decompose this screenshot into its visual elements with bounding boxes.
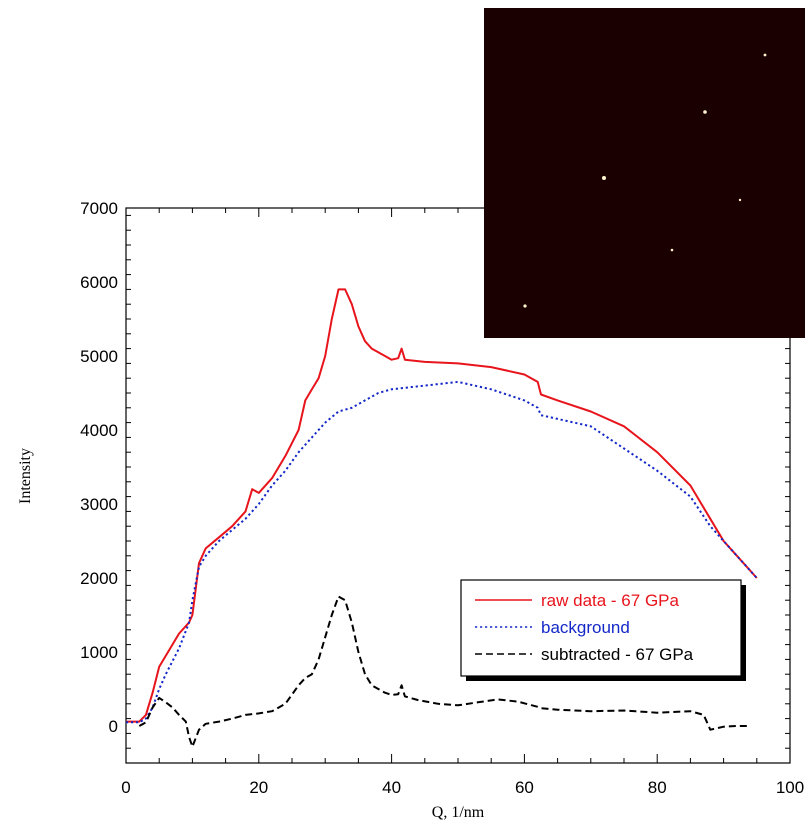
y-tick-label: 5000 <box>80 347 118 366</box>
series-line-1 <box>126 380 758 724</box>
y-tick-label: 3000 <box>80 495 118 514</box>
x-tick-labels: 0 20 40 60 80 100 <box>121 778 804 797</box>
y-tick-labels: 0 1000 2000 3000 4000 5000 6000 7000 <box>80 199 118 736</box>
y-tick-label: 1000 <box>80 643 118 662</box>
series-line-0 <box>126 288 758 723</box>
y-tick-label: 7000 <box>80 199 118 218</box>
y-tick-label: 4000 <box>80 421 118 440</box>
diffraction-image <box>484 8 805 338</box>
y-tick-label: 6000 <box>80 273 118 292</box>
x-tick-label: 40 <box>382 778 401 797</box>
y-tick-label: 0 <box>109 717 118 736</box>
legend-box <box>460 579 742 677</box>
x-tick-label: 100 <box>776 778 804 797</box>
x-axis-title: Q, 1/nm <box>432 804 485 821</box>
x-tick-label: 20 <box>249 778 268 797</box>
y-axis-title: Intensity <box>17 448 34 504</box>
legend: raw data - 67 GPa background subtracted - … <box>460 579 746 681</box>
x-tick-label: 80 <box>648 778 667 797</box>
legend-label-2: subtracted - 67 GPa <box>541 645 694 664</box>
legend-label-1: background <box>541 618 630 637</box>
x-tick-label: 0 <box>121 778 130 797</box>
series-line-2 <box>138 595 751 748</box>
x-tick-label: 60 <box>515 778 534 797</box>
legend-label-0: raw data - 67 GPa <box>541 591 680 610</box>
series-layer <box>126 288 758 748</box>
y-tick-label: 2000 <box>80 569 118 588</box>
